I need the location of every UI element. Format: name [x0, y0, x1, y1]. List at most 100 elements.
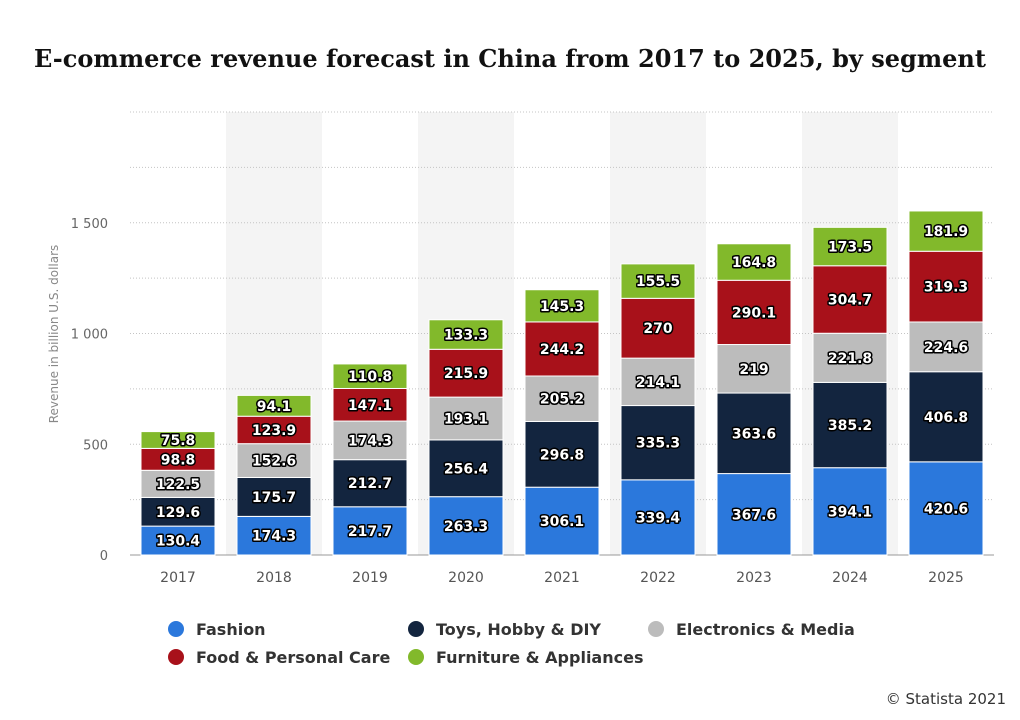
data-label: 339.4 — [636, 510, 681, 526]
data-labels: 130.4 129.6 122.5 98.8 75.8 174.3 175.7 152.6 12… — [154, 223, 969, 551]
bar-segment — [716, 243, 792, 281]
data-label: 256.4 — [444, 461, 489, 477]
legend-item[interactable]: Furniture & Appliances — [408, 646, 648, 668]
data-label: 122.5 — [156, 477, 200, 493]
legend-label: Furniture & Appliances — [436, 647, 644, 667]
data-label: 98.8 — [161, 452, 196, 468]
bar-segment — [620, 263, 696, 299]
legend-item[interactable]: Toys, Hobby & DIY — [408, 618, 648, 640]
x-tick-label: 2018 — [256, 570, 292, 586]
bar-segment — [332, 506, 408, 556]
bar-segment — [236, 443, 312, 478]
bar-segment — [236, 415, 312, 445]
bar-segment — [332, 459, 408, 508]
data-label: 212.7 — [348, 476, 392, 492]
data-label: 147.1 — [348, 398, 392, 414]
bar-segment — [236, 394, 312, 417]
bar-segment — [428, 348, 504, 398]
bar-segment — [620, 405, 696, 481]
bar-segment — [812, 381, 888, 469]
x-tick-label: 2019 — [352, 570, 388, 586]
bar-segment — [716, 392, 792, 475]
legend-item[interactable]: Fashion — [168, 618, 408, 640]
bar-segment — [716, 279, 792, 346]
legend-item[interactable]: Food & Personal Care — [168, 646, 408, 668]
data-label: 129.6 — [156, 505, 200, 521]
data-label: 110.8 — [348, 369, 392, 385]
bar-segment — [812, 265, 888, 334]
data-label: 94.1 — [257, 399, 292, 415]
credit-text: © Statista 2021 — [885, 690, 1006, 708]
data-label: 394.1 — [828, 504, 872, 520]
x-tick-label: 2020 — [448, 570, 484, 586]
legend-swatch — [168, 649, 184, 665]
bar-segment — [428, 396, 504, 441]
x-tick-label: 2017 — [160, 570, 196, 586]
data-label: 152.6 — [252, 454, 296, 470]
bar-segment — [140, 431, 216, 449]
y-tick-label: 500 — [83, 438, 108, 453]
bar-segment — [140, 525, 216, 556]
legend-label: Toys, Hobby & DIY — [436, 619, 602, 639]
bar-segment — [908, 210, 984, 252]
data-label: 406.8 — [924, 410, 968, 426]
bar-segment — [524, 289, 600, 323]
data-label: 420.6 — [924, 501, 968, 517]
data-label: 181.9 — [924, 224, 968, 240]
data-label: 385.2 — [828, 418, 872, 434]
y-tick-label: 0 — [100, 549, 108, 564]
legend-item[interactable]: Electronics & Media — [648, 618, 888, 640]
x-tick-label: 2023 — [736, 570, 772, 586]
bar-segment — [332, 363, 408, 389]
legend-swatch — [408, 649, 424, 665]
data-label: 217.7 — [348, 524, 392, 540]
data-label: 363.6 — [732, 426, 776, 442]
data-label: 215.9 — [444, 366, 488, 382]
bar-segment — [908, 250, 984, 323]
legend-swatch — [648, 621, 664, 637]
data-label: 174.3 — [348, 433, 392, 449]
data-label: 335.3 — [636, 436, 680, 452]
bar-segment — [812, 226, 888, 267]
x-tick-label: 2022 — [640, 570, 676, 586]
data-label: 270 — [643, 321, 672, 337]
data-label: 164.8 — [732, 255, 776, 271]
bar-segment — [428, 496, 504, 556]
data-label: 306.1 — [540, 514, 584, 530]
x-tick-label: 2024 — [832, 570, 868, 586]
data-label: 290.1 — [732, 305, 776, 321]
legend: Fashion Toys, Hobby & DIY Electronics & Me… — [168, 618, 888, 668]
chart-title: E-commerce revenue forecast in China fro… — [34, 44, 986, 73]
data-label: 123.9 — [252, 423, 296, 439]
y-axis-ticks: 0 500 1 000 1 500 — [71, 217, 108, 564]
data-label: 244.2 — [540, 342, 584, 358]
bar-stacks — [140, 210, 984, 556]
legend-label: Food & Personal Care — [196, 647, 391, 667]
bar-segment — [716, 473, 792, 556]
bar-segment — [524, 420, 600, 488]
bar-segment — [428, 439, 504, 498]
x-tick-label: 2025 — [928, 570, 964, 586]
x-axis-ticks: 2017 2018 2019 2020 2021 2022 2023 2024 2025 — [160, 570, 964, 586]
data-label: 175.7 — [252, 490, 296, 506]
data-label: 205.2 — [540, 392, 584, 408]
bar-segment — [620, 479, 696, 556]
data-label: 174.3 — [252, 529, 296, 545]
x-tick-label: 2021 — [544, 570, 580, 586]
data-label: 145.3 — [540, 299, 584, 315]
bar-segment — [332, 387, 408, 422]
data-label: 224.6 — [924, 340, 968, 356]
legend-swatch — [408, 621, 424, 637]
data-label: 221.8 — [828, 351, 872, 367]
data-label: 75.8 — [161, 433, 196, 449]
data-label: 130.4 — [156, 534, 201, 550]
legend-label: Fashion — [196, 619, 266, 639]
bar-segment — [428, 319, 504, 350]
bar-segment — [140, 496, 216, 527]
chart-plot-area: 130.4 129.6 122.5 98.8 75.8 174.3 175.7 152.6 12… — [47, 111, 994, 586]
data-label: 173.5 — [828, 240, 872, 256]
bar-segment — [716, 344, 792, 394]
legend-label: Electronics & Media — [676, 619, 855, 639]
data-label: 214.1 — [636, 375, 680, 391]
data-label: 296.8 — [540, 447, 584, 463]
